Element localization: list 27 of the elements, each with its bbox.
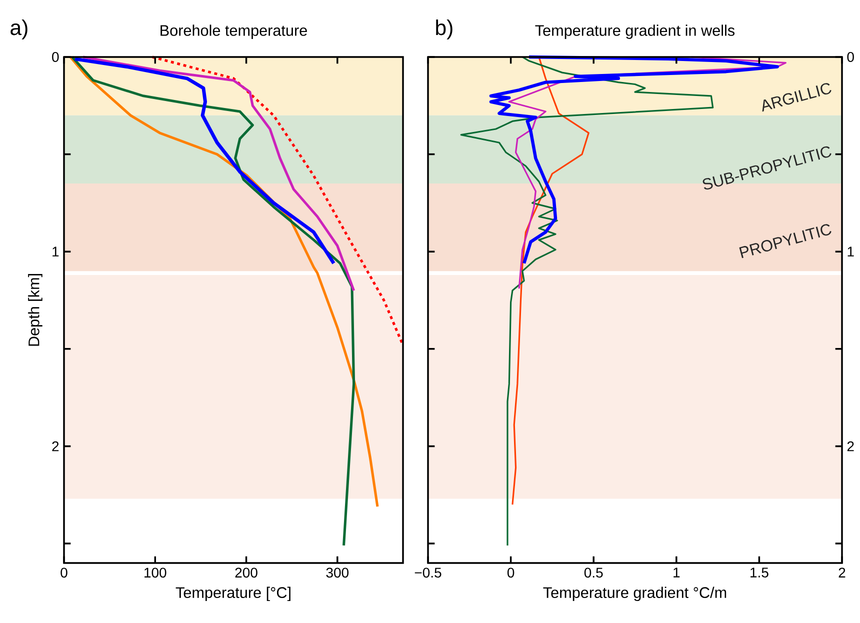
x-tick-label: 0 xyxy=(60,568,68,578)
x-tick-label: 2 xyxy=(838,568,846,578)
line-series xyxy=(151,56,404,344)
x-tick-label: −0.5 xyxy=(414,568,442,578)
line-series xyxy=(82,56,356,292)
text: a) xyxy=(10,20,28,40)
y-axis-title: Depth [km] xyxy=(28,274,42,346)
line-series xyxy=(73,57,336,266)
y-tick-label: 0 xyxy=(52,52,59,62)
line-series xyxy=(512,56,590,506)
y-tick-label: 2 xyxy=(52,441,59,452)
x-tick-label: 100 xyxy=(144,568,166,578)
x-axis-title: Temperature gradient °C/m xyxy=(543,586,726,602)
chart-title: Temperature gradient in wells xyxy=(535,24,735,39)
chart-title: Borehole temperature xyxy=(160,24,307,39)
text: b) xyxy=(436,20,452,40)
y-tick-label: 1 xyxy=(848,246,854,256)
x-tick-label: 1 xyxy=(674,568,680,578)
x-axis-title: Temperature [°C] xyxy=(176,586,290,602)
y-tick-label: 1 xyxy=(52,246,59,256)
x-tick-label: 0.5 xyxy=(584,568,603,578)
x-tick-label: 200 xyxy=(235,568,258,578)
x-tick-label: 1.5 xyxy=(750,568,768,578)
y-tick-label: 2 xyxy=(847,441,854,452)
y-tick-label: 0 xyxy=(847,52,854,62)
x-tick-label: 300 xyxy=(326,568,349,578)
x-tick-label: 0 xyxy=(507,568,514,578)
